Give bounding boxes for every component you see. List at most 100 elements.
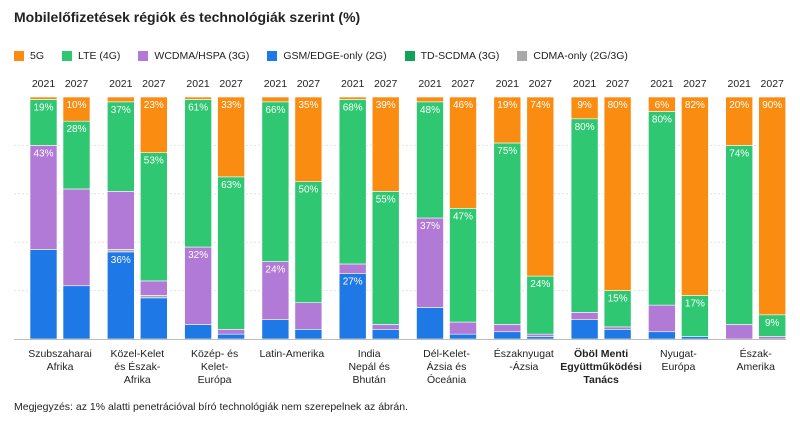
bar-segment-gsm: [140, 297, 168, 340]
year-label: 2021: [418, 78, 442, 90]
bar-segment-wcdma: [725, 324, 754, 340]
data-label: 24%: [265, 265, 285, 276]
bar-segment-gsm: [184, 324, 212, 340]
bar-segment-gsm: [449, 333, 477, 340]
year-label: 2027: [219, 78, 243, 90]
bar-segment-g5: [62, 96, 91, 122]
year-label: 2027: [374, 78, 398, 90]
bar-segment-g5: [29, 96, 58, 100]
bar-segment-cdma: [107, 249, 135, 253]
bar-segment-gsm: [217, 333, 245, 340]
category-label: Európa: [661, 361, 695, 373]
year-label: 2021: [32, 78, 56, 90]
data-label: 74%: [729, 148, 749, 159]
bar-segment-wcdma: [648, 304, 676, 333]
data-label: 19%: [33, 102, 53, 113]
bar-segment-lte: [371, 191, 400, 325]
bar-segment-gsm: [416, 307, 444, 340]
bar-segment-lte: [416, 101, 444, 219]
bar-segment-wcdma: [261, 261, 290, 320]
legend-label-td: TD-SCDMA (3G): [420, 50, 500, 62]
bar-segment-lte: [570, 118, 599, 313]
bar-segment-wcdma: [107, 191, 135, 250]
bar-segment-wcdma: [416, 217, 444, 308]
category-label: -Ázsia: [509, 360, 538, 373]
legend-label-lte: LTE (4G): [78, 50, 121, 62]
bar-segment-g5: [416, 96, 444, 103]
category-label: Együttműködési: [560, 361, 642, 373]
data-label: 9%: [577, 100, 592, 111]
chart-title: Mobilelőfizetések régiók és technológiák…: [14, 9, 361, 25]
bar-segment-wcdma: [371, 324, 400, 330]
category-label: Közel-Kelet: [110, 348, 164, 360]
data-label: 50%: [298, 185, 318, 196]
bar-segment-wcdma: [29, 145, 58, 250]
bar-segment-lte: [526, 275, 555, 335]
data-label: 17%: [685, 298, 705, 309]
bar-segment-gsm: [493, 331, 522, 340]
year-label: 2021: [186, 78, 210, 90]
bar-segment-gsm: [29, 249, 58, 340]
data-label: 19%: [497, 100, 517, 111]
bar-segment-g5: [261, 96, 290, 103]
bar-segment-lte: [338, 99, 367, 265]
bar-segment-lte: [681, 295, 709, 337]
bar-segment-g5: [217, 96, 245, 178]
data-label: 32%: [188, 250, 208, 261]
data-label: 80%: [652, 115, 672, 126]
year-label: 2021: [341, 78, 365, 90]
year-label: 2021: [264, 78, 288, 90]
year-label: 2027: [297, 78, 321, 90]
year-label: 2027: [606, 78, 630, 90]
legend-swatch-wcdma: [138, 51, 149, 61]
legend-swatch-cdma: [517, 51, 528, 61]
data-label: 10%: [66, 100, 86, 111]
bar-segment-g5: [493, 96, 522, 144]
bar-segment-g5: [184, 96, 212, 100]
bar-segment-g5: [449, 96, 477, 209]
bar-segment-g5: [526, 96, 555, 277]
data-label: 46%: [453, 100, 473, 111]
data-label: 53%: [144, 156, 164, 167]
data-label: 66%: [265, 105, 285, 116]
category-label: Kelet-: [201, 361, 229, 373]
bar-segment-lte: [603, 290, 632, 328]
bar-segment-g5: [758, 96, 787, 316]
data-label: 35%: [298, 100, 318, 111]
bar-segment-gsm: [526, 336, 555, 340]
legend-label-wcdma: WCDMA/HSPA (3G): [154, 50, 250, 62]
bar-segment-lte: [140, 152, 168, 282]
bar-segment-gsm: [371, 329, 400, 340]
legend-item-g5: 5G: [14, 50, 44, 62]
bar-segment-gsm: [294, 329, 323, 340]
category-label: Északnyugat: [494, 347, 554, 360]
data-label: 90%: [762, 100, 782, 111]
category-label: Latin-Amerika: [260, 348, 325, 360]
legend-item-cdma: CDMA-only (2G/3G): [517, 50, 628, 62]
legend-label-gsm: GSM/EDGE-only (2G): [283, 50, 387, 62]
bar-segment-lte: [217, 176, 245, 330]
data-label: 80%: [575, 122, 595, 133]
data-label: 68%: [343, 102, 363, 113]
category-label: Öböl Menti: [574, 347, 628, 360]
data-label: 61%: [188, 102, 208, 113]
bar-segment-wcdma: [217, 329, 245, 335]
bar-segment-g5: [603, 96, 632, 291]
year-label: 2027: [451, 78, 475, 90]
year-label: 2021: [728, 78, 752, 90]
bar-segment-lte: [449, 208, 477, 323]
category-label: Tanács: [583, 374, 619, 386]
data-label: 36%: [111, 255, 131, 266]
category-label: és Észak-: [114, 360, 161, 373]
bar-segment-lte: [184, 99, 212, 248]
data-label: 47%: [453, 211, 473, 222]
bar-segment-wcdma: [62, 188, 91, 287]
bar-segment-lte: [493, 142, 522, 325]
bar-segment-g5: [725, 96, 754, 146]
bar-segment-cdma: [140, 295, 168, 299]
data-label: 9%: [765, 318, 780, 329]
category-label: Európa: [198, 374, 232, 386]
category-label: Afrika: [47, 361, 74, 373]
bar-segment-g5: [570, 96, 599, 120]
data-label: 15%: [608, 294, 628, 305]
